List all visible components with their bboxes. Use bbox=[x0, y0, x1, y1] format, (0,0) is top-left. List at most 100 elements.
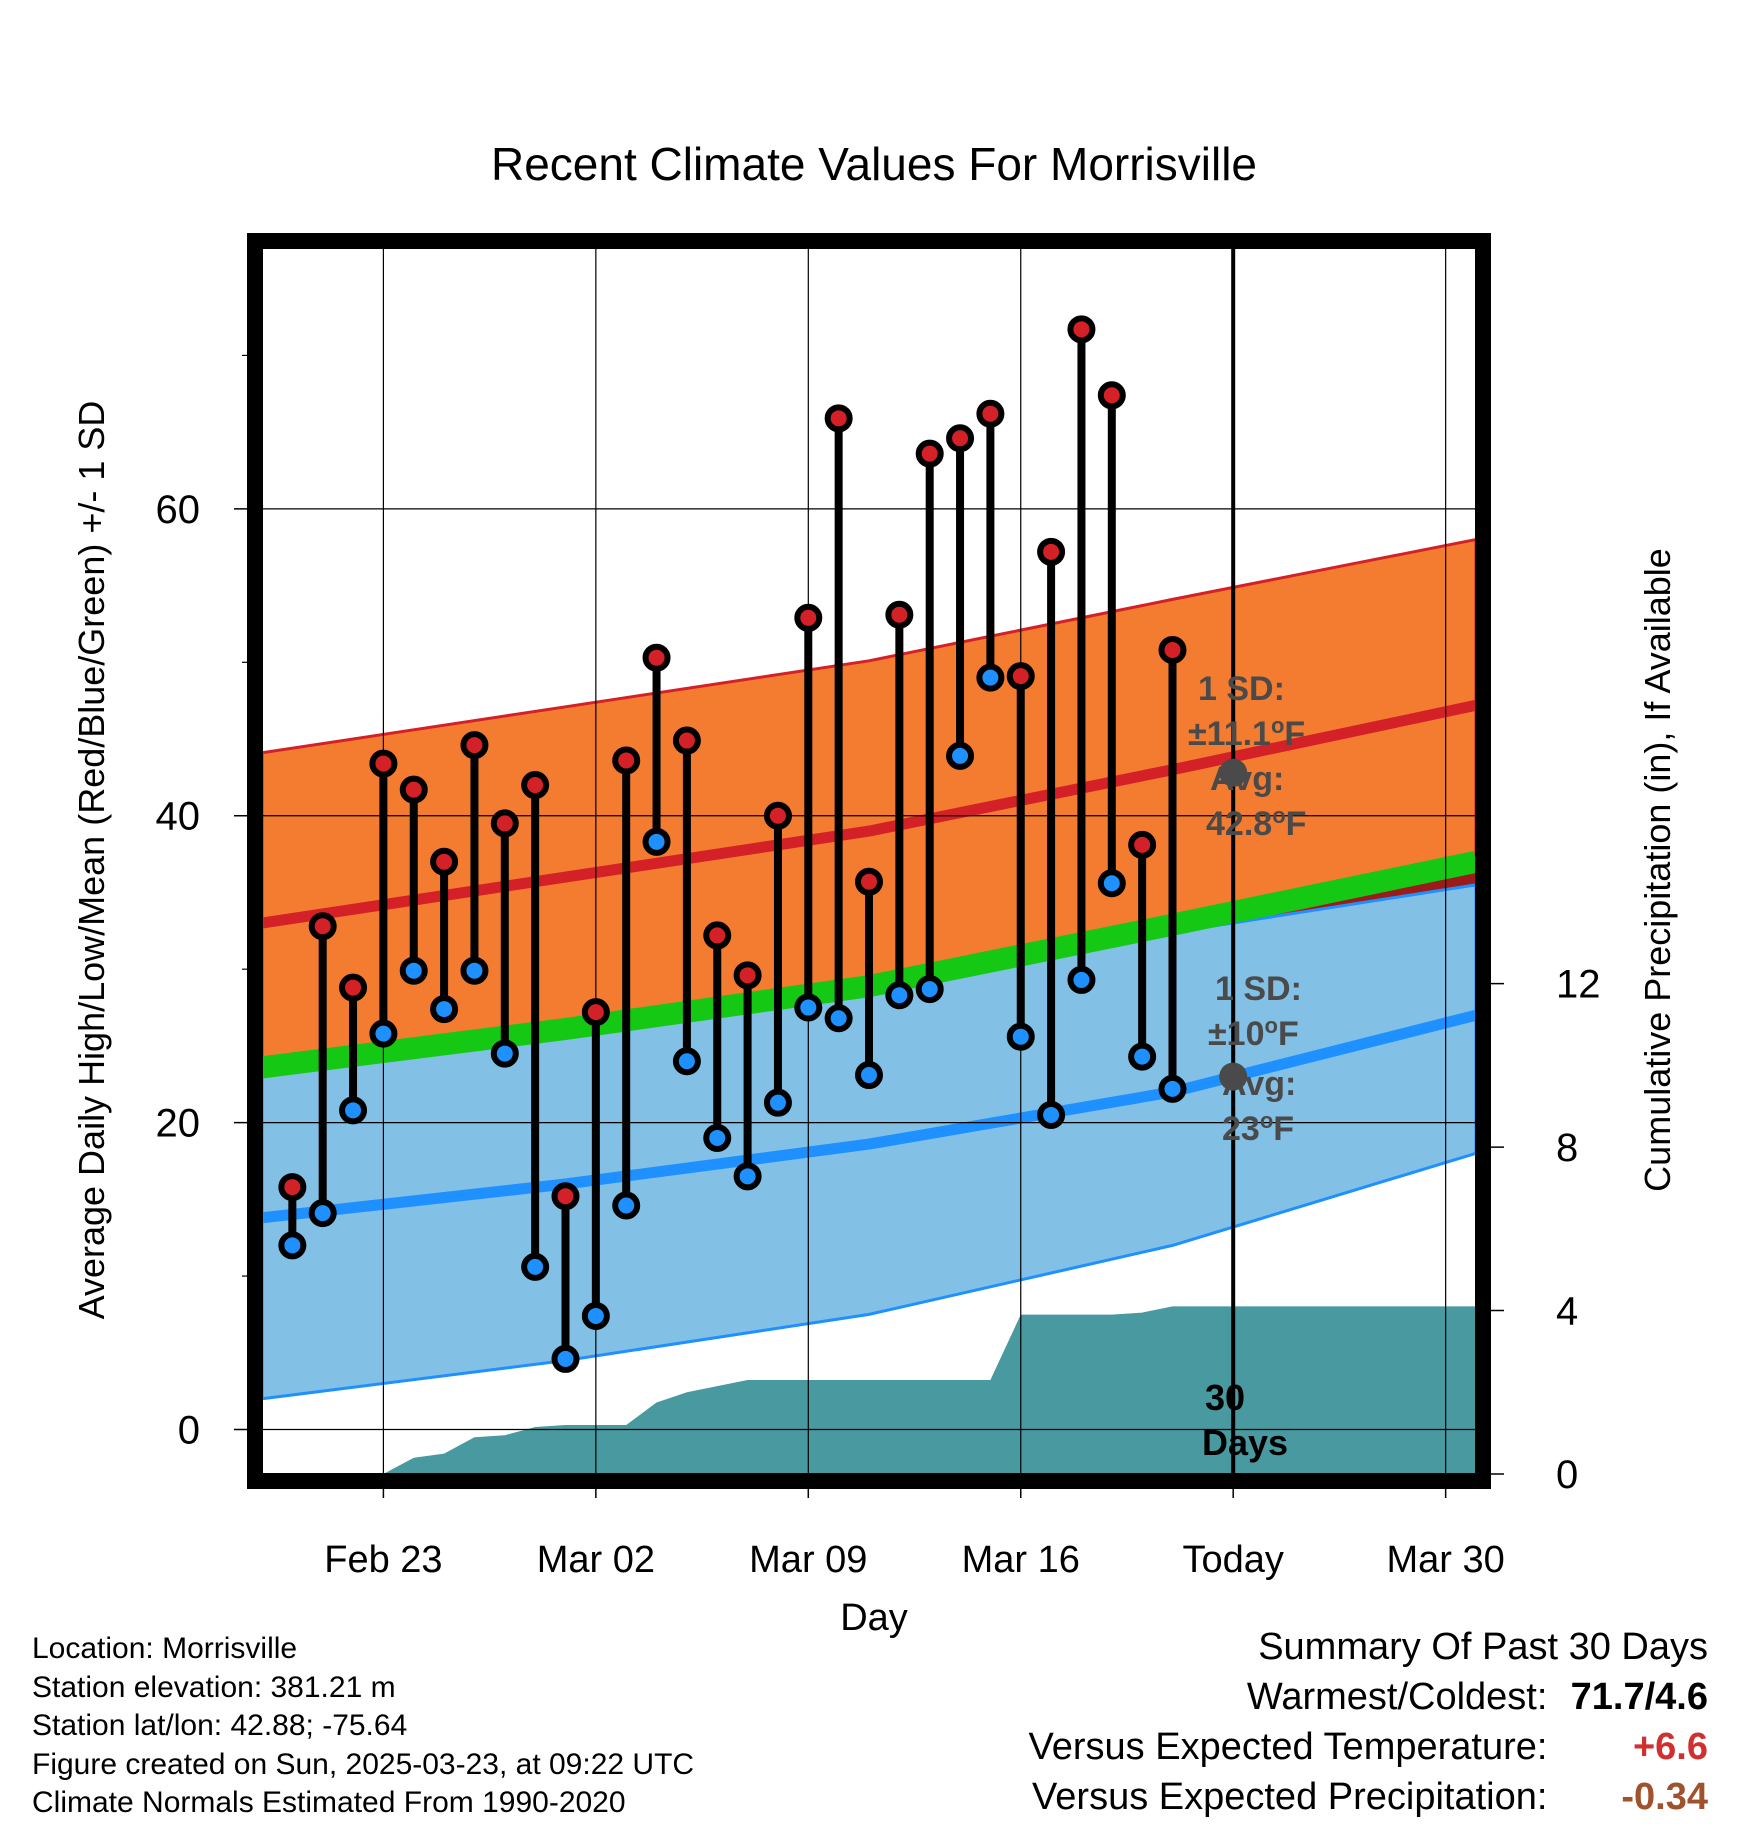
daily-high-point bbox=[824, 404, 853, 433]
daily-high-point bbox=[976, 399, 1005, 428]
daily-low-point bbox=[339, 1096, 368, 1125]
daily-high-point bbox=[490, 809, 519, 838]
window-number: 30 bbox=[1205, 1377, 1245, 1418]
daily-range-bars bbox=[278, 315, 1187, 1373]
daily-low-point bbox=[1128, 1042, 1157, 1071]
daily-high-point bbox=[672, 726, 701, 755]
station-info: Location: Morrisville Station elevation:… bbox=[32, 1630, 694, 1823]
daily-low-point bbox=[460, 956, 489, 985]
daily-high-point bbox=[612, 746, 641, 775]
daily-high-point bbox=[855, 867, 883, 896]
station-elevation: Station elevation: 381.21 m bbox=[32, 1670, 396, 1704]
station-latlon: Station lat/lon: 42.88; -75.64 bbox=[32, 1709, 408, 1742]
climate-normals-note: Climate Normals Estimated From 1990-2020 bbox=[32, 1786, 626, 1819]
daily-low-point bbox=[308, 1199, 337, 1228]
daily-high-point bbox=[915, 439, 944, 468]
daily-high-point bbox=[1037, 537, 1066, 566]
high-sd-label: 1 SD: bbox=[1198, 670, 1285, 708]
daily-low-point bbox=[915, 975, 944, 1004]
daily-high-point bbox=[308, 912, 337, 941]
x-tick-label: Mar 16 bbox=[962, 1539, 1080, 1581]
daily-high-point bbox=[763, 801, 792, 830]
daily-low-point bbox=[1097, 869, 1126, 898]
temperature-value: +6.6 bbox=[1632, 1726, 1708, 1768]
precipitation-area bbox=[262, 1306, 1476, 1474]
chart-title: Recent Climate Values For Morrisville bbox=[491, 138, 1257, 190]
summary-temperature: Versus Expected Temperature: +6.6 bbox=[1029, 1722, 1708, 1772]
x-tick-label: Mar 09 bbox=[749, 1539, 867, 1581]
y-tick-label: 60 bbox=[156, 488, 201, 532]
figure-created: Figure created on Sun, 2025-03-23, at 09… bbox=[32, 1747, 695, 1781]
window-label: Days bbox=[1202, 1422, 1288, 1463]
grid-lines bbox=[262, 248, 1476, 1474]
x-tick-label: Feb 23 bbox=[324, 1539, 442, 1581]
high-average-marker bbox=[1219, 758, 1248, 787]
y2-tick-label: 8 bbox=[1556, 1126, 1578, 1170]
daily-low-point bbox=[521, 1252, 550, 1281]
daily-high-point bbox=[369, 749, 398, 778]
daily-high-point bbox=[581, 998, 610, 1027]
daily-low-point bbox=[430, 995, 459, 1024]
summary-title: Summary Of Past 30 Days bbox=[1258, 1626, 1708, 1668]
daily-high-point bbox=[521, 771, 550, 800]
y2-tick-label: 4 bbox=[1556, 1290, 1578, 1334]
temperature-label: Versus Expected Temperature: bbox=[1028, 1726, 1548, 1768]
daily-low-point bbox=[490, 1039, 519, 1068]
daily-low-point bbox=[1158, 1074, 1187, 1103]
daily-high-point bbox=[885, 600, 914, 629]
summary-panel: Summary Of Past 30 Days Warmest/Coldest:… bbox=[1029, 1622, 1708, 1822]
precipitation-label: Versus Expected Precipitation: bbox=[1032, 1776, 1548, 1818]
daily-low-point bbox=[1067, 965, 1096, 994]
y2-axis-label: Cumulative Precipitation (in), If Availa… bbox=[1637, 548, 1678, 1192]
daily-high-point bbox=[278, 1173, 307, 1202]
daily-low-point bbox=[794, 993, 823, 1022]
low-avg-value: 23oF bbox=[1222, 1108, 1294, 1148]
low-average-line bbox=[262, 1009, 1476, 1224]
high-sd-value: ±11.1oF bbox=[1188, 713, 1305, 753]
low-average-marker bbox=[1219, 1062, 1248, 1091]
daily-low-point bbox=[642, 827, 671, 856]
daily-high-point bbox=[460, 731, 489, 760]
y2-tick-label: 0 bbox=[1556, 1453, 1578, 1497]
daily-high-point bbox=[1158, 636, 1187, 665]
daily-low-point bbox=[672, 1047, 701, 1076]
daily-low-point bbox=[855, 1061, 883, 1090]
x-tick-label: Today bbox=[1182, 1539, 1283, 1581]
low-avg-label: Avg: bbox=[1222, 1065, 1296, 1103]
x-tick-label: Mar 30 bbox=[1387, 1539, 1505, 1581]
summary-warmest-coldest: Warmest/Coldest: 71.7/4.6 bbox=[1029, 1672, 1708, 1722]
daily-high-point bbox=[339, 973, 368, 1002]
daily-high-point bbox=[430, 847, 459, 876]
y-axis-label: Average Daily High/Low/Mean (Red/Blue/Gr… bbox=[71, 401, 112, 1320]
low-sd-label: 1 SD: bbox=[1215, 970, 1302, 1008]
x-tick-label: Mar 02 bbox=[537, 1539, 655, 1581]
y2-tick-label: 12 bbox=[1556, 963, 1601, 1007]
daily-low-point bbox=[1037, 1100, 1066, 1129]
daily-high-point bbox=[1067, 315, 1096, 344]
daily-low-point bbox=[399, 956, 428, 985]
daily-high-point bbox=[703, 921, 732, 950]
axes: Feb 23 Mar 02 Mar 09 Mar 16 Today Mar 3002040… bbox=[156, 233, 1601, 1581]
daily-low-point bbox=[885, 981, 914, 1010]
daily-low-point bbox=[824, 1004, 853, 1033]
warmest-coldest-label: Warmest/Coldest: bbox=[1246, 1676, 1548, 1718]
daily-low-point bbox=[763, 1088, 792, 1117]
daily-high-point bbox=[733, 961, 762, 990]
plot-frame bbox=[247, 233, 1491, 1489]
daily-low-point bbox=[733, 1162, 762, 1191]
precipitation-value: -0.34 bbox=[1621, 1776, 1708, 1818]
daily-low-point bbox=[278, 1231, 307, 1260]
daily-high-point bbox=[1097, 381, 1126, 410]
normal-annotations: 1 SD: ±11.1oF Avg: 42.8oF 1 SD: ±10oF Avg: 23oF… bbox=[1188, 670, 1306, 1463]
high-average-line bbox=[262, 699, 1476, 929]
daily-high-point bbox=[1006, 662, 1035, 691]
daily-low-point bbox=[551, 1344, 580, 1373]
warmest-coldest-value: 71.7/4.6 bbox=[1570, 1676, 1708, 1718]
daily-low-point bbox=[703, 1123, 732, 1152]
x-axis-label: Day bbox=[840, 1597, 908, 1639]
station-location: Location: Morrisville bbox=[32, 1632, 298, 1665]
daily-low-point bbox=[581, 1301, 610, 1330]
daily-low-point bbox=[976, 663, 1005, 692]
high-avg-label: Avg: bbox=[1210, 760, 1284, 798]
